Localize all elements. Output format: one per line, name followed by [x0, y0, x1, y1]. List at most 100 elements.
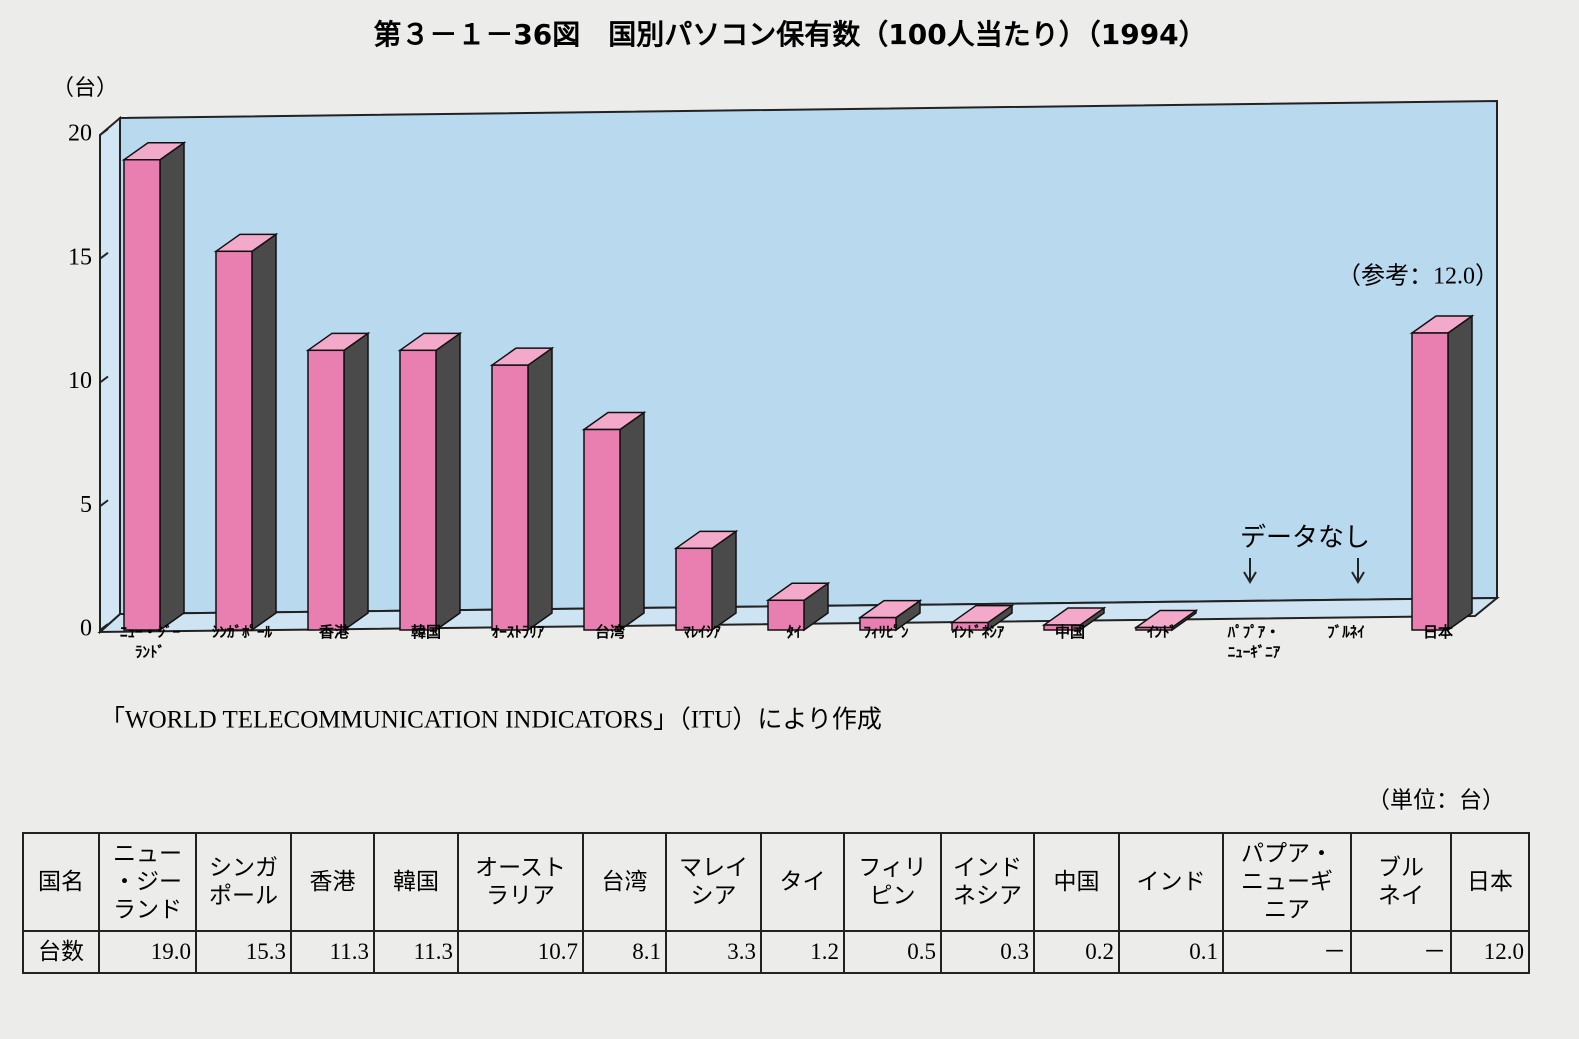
table-cell: 0.2 [1033, 930, 1120, 974]
bar-side [1447, 314, 1473, 632]
bar [675, 547, 713, 631]
bar [215, 250, 253, 631]
table-cell: 19.0 [98, 930, 197, 974]
arrows [1243, 558, 1365, 584]
x-tick-label: ｼﾝｶﾞﾎﾟｰﾙ [211, 623, 272, 641]
x-tick-label: 台湾 [594, 623, 625, 641]
table-cell: 0.3 [940, 930, 1035, 974]
table-cell: パプア・ ニューギ ニア [1222, 832, 1352, 932]
x-tick-label: ﾌﾞﾙﾈｲ [1327, 623, 1365, 641]
bar-side [159, 141, 185, 632]
bar [1135, 626, 1173, 631]
y-tick-label: 20 [68, 121, 92, 147]
table-cell: インド ネシア [940, 832, 1035, 932]
table-cell: ニュー ・ジー ランド [98, 832, 197, 932]
source: 「WORLD TELECOMMUNICATION INDICATORS」（ITU… [100, 706, 882, 734]
table-cell: タイ [760, 832, 845, 932]
table-cell: 11.3 [373, 930, 459, 974]
side-wall [99, 115, 121, 635]
bar [767, 599, 805, 631]
bar-group [673, 529, 739, 632]
bar-group [857, 599, 923, 632]
bar-group [305, 331, 371, 632]
bar-side [435, 331, 461, 632]
bar-group [949, 604, 1015, 632]
tick-mark [99, 128, 109, 136]
bar-side [343, 331, 369, 632]
bar-side [251, 232, 277, 632]
tick-mark [99, 375, 109, 384]
x-tick-label: 香港 [318, 623, 349, 641]
table-cell: フィリ ピン [843, 832, 942, 932]
table-cell: 国名 [22, 832, 100, 932]
table-cell: 台数 [22, 930, 100, 974]
x-tick-label: ｵｰｽﾄﾗﾘｱ [491, 623, 545, 641]
x-tick-label: ﾌｨﾘﾋﾟﾝ [863, 623, 909, 641]
table-cell: 3.3 [665, 930, 762, 974]
x-tick-label: ｲﾝﾄﾞ [1146, 623, 1177, 641]
x-tick-label: ﾆｭｰ・ｼﾞｰ ﾗﾝﾄﾞ [119, 623, 180, 661]
x-tick-label: ﾏﾚｲｼｱ [683, 623, 721, 641]
annotation: データなし [1240, 523, 1370, 552]
bar-group [213, 232, 279, 632]
table-cell: 1.2 [760, 930, 845, 974]
y-tick-label: 0 [80, 616, 92, 642]
bar [1043, 624, 1081, 631]
table-row: 台数 19.0 15.3 11.3 11.3 10.7 8.1 3.3 1.2 0.5 0.3 0.2… [22, 930, 1530, 974]
y-tick-label: 10 [68, 368, 92, 394]
unit-label: （単位：台） [1367, 787, 1505, 812]
bar-group [397, 331, 463, 632]
data-table: 国名 ニュー ・ジー ランド シンガ ポール 香港 韓国 オースト ラリア 台湾 マレイ シア… [22, 832, 1530, 974]
x-tick-label: ﾀｲ [786, 623, 802, 641]
table-cell: － [1222, 930, 1352, 974]
table-cell: オースト ラリア [457, 832, 584, 932]
table-cell: 15.3 [195, 930, 292, 974]
chart-title: 第３－１－36図 国別パソコン保有数（100人当たり）（1994） [373, 18, 1206, 51]
x-tick-label: 韓国 [410, 623, 441, 641]
tick-mark [99, 251, 109, 260]
bar [307, 349, 345, 631]
table-cell: 台湾 [582, 832, 667, 932]
table-cell: 12.0 [1450, 930, 1530, 974]
y-axis-label: （台） [52, 75, 118, 100]
bar [583, 428, 621, 631]
y-tick-label: 15 [68, 244, 92, 270]
bar-group [1133, 609, 1199, 632]
x-tick-label: 中国 [1054, 623, 1085, 641]
tick-mark [99, 499, 109, 508]
bar [1411, 332, 1449, 631]
x-tick-label: 日本 [1422, 623, 1453, 641]
table-cell: － [1350, 930, 1452, 974]
x-tick-label: ﾊﾟﾌﾟｱ・ ﾆｭｰｷﾞﾆｱ [1227, 623, 1281, 661]
table-cell: 10.7 [457, 930, 584, 974]
table-cell: 8.1 [582, 930, 667, 974]
bar [859, 616, 897, 631]
table-cell: 0.1 [1118, 930, 1224, 974]
table-cell: ブル ネイ [1350, 832, 1452, 932]
table-cell: 韓国 [373, 832, 459, 932]
bar-side [619, 411, 645, 632]
bar [123, 159, 161, 631]
bar-group [1409, 314, 1475, 632]
tick-mark [99, 623, 109, 631]
bar-side [527, 346, 553, 632]
table-cell: マレイ シア [665, 832, 762, 932]
bar [491, 364, 529, 631]
bar [951, 621, 989, 631]
table-row: 国名 ニュー ・ジー ランド シンガ ポール 香港 韓国 オースト ラリア 台湾 マレイ シア… [22, 832, 1530, 932]
table-cell: 中国 [1033, 832, 1120, 932]
y-tick-label: 5 [80, 492, 92, 518]
x-tick-label: ｲﾝﾄﾞﾈｼｱ [951, 623, 1005, 641]
table-cell: 11.3 [290, 930, 375, 974]
bar-group [1041, 606, 1107, 632]
table-cell: 日本 [1450, 832, 1530, 932]
bar-group [489, 346, 555, 632]
annotation: （参考：12.0） [1337, 263, 1499, 290]
table-cell: シンガ ポール [195, 832, 292, 932]
bar [399, 349, 437, 631]
table-cell: インド [1118, 832, 1224, 932]
bar-group [581, 411, 647, 632]
table-cell: 香港 [290, 832, 375, 932]
